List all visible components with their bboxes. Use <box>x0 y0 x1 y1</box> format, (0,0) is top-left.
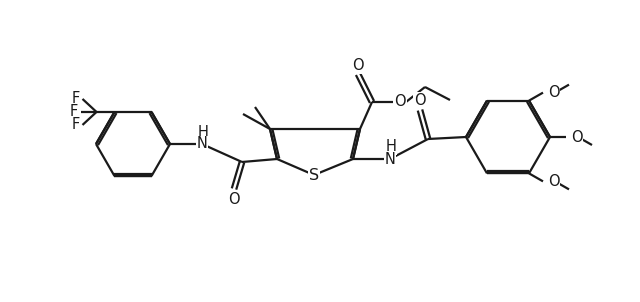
Text: N: N <box>385 152 396 166</box>
Text: F: F <box>69 104 77 120</box>
Text: S: S <box>309 168 319 182</box>
Text: O: O <box>571 130 582 144</box>
Text: O: O <box>228 192 240 207</box>
Text: O: O <box>394 95 406 110</box>
Text: H: H <box>198 125 209 140</box>
Text: N: N <box>196 137 207 152</box>
Text: O: O <box>548 174 559 189</box>
Text: O: O <box>548 85 559 100</box>
Text: O: O <box>352 58 364 73</box>
Text: O: O <box>414 93 426 108</box>
Text: H: H <box>385 139 396 154</box>
Text: F: F <box>71 117 79 133</box>
Text: F: F <box>71 92 79 107</box>
